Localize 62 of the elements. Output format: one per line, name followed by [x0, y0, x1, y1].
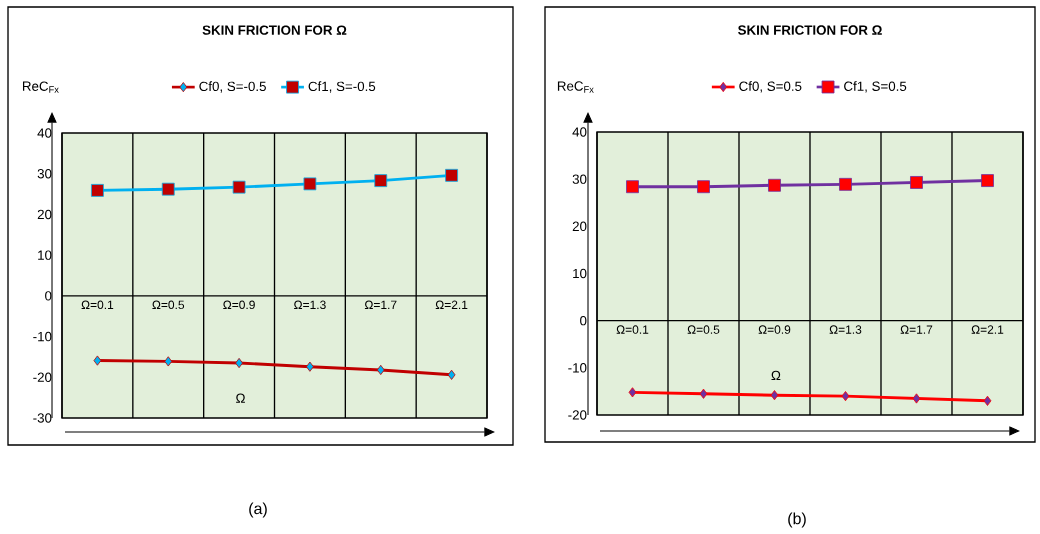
point: [839, 177, 852, 191]
x-axis-title: Ω: [236, 393, 245, 403]
point: [445, 168, 458, 182]
point: [232, 180, 246, 194]
x-tick-label: Ω=0.1: [81, 300, 114, 310]
point: [697, 180, 710, 194]
y-tick-label: 40: [572, 127, 587, 137]
x-tick-label: Ω=0.5: [152, 300, 185, 310]
y-tick-label: 10: [38, 250, 52, 260]
point: [628, 387, 637, 398]
y-axis-title: ReC$_{Fx}$: [557, 81, 594, 93]
point: [306, 361, 314, 372]
x-tick-label: Ω=1.3: [829, 325, 862, 334]
y-tick-label: 0: [580, 315, 587, 326]
point: [376, 364, 385, 376]
legend-label: Cf0, S=0.5: [739, 81, 802, 93]
point: [93, 355, 102, 366]
y-tick-label: 20: [37, 209, 52, 220]
point: [910, 176, 923, 189]
legend-label: Cf1, S=0.5: [844, 81, 907, 93]
y-tick-label: -20: [33, 372, 52, 382]
x-tick-label: Ω=0.1: [616, 325, 649, 334]
point: [981, 174, 994, 187]
point: [303, 177, 317, 191]
x-tick-label: Ω=0.9: [223, 300, 255, 310]
point: [768, 178, 781, 192]
point: [841, 391, 850, 402]
point: [912, 393, 921, 404]
x-tick-label: Ω=0.9: [758, 325, 791, 334]
x-tick-label: Ω=1.7: [364, 300, 397, 309]
point: [374, 174, 388, 188]
y-tick-label: 0: [45, 291, 52, 301]
x-tick-label: Ω=1.7: [900, 325, 933, 334]
point: [983, 395, 992, 406]
y-tick-label: -10: [33, 331, 52, 342]
x-tick-label: Ω=0.5: [687, 325, 720, 334]
point: [699, 388, 708, 399]
x-tick-label: Ω=1.3: [294, 300, 326, 310]
point: [164, 356, 173, 367]
point: [447, 369, 456, 380]
chart-title: SKIN FRICTION FOR Ω: [202, 25, 347, 35]
x-tick-label: Ω=2.1: [971, 325, 1004, 334]
y-tick-label: 30: [572, 174, 587, 184]
y-tick-label: -20: [568, 410, 587, 420]
y-tick-label: -10: [568, 363, 587, 373]
point: [770, 390, 779, 401]
y-tick-label: -30: [33, 413, 52, 423]
legend-label: Cf0, S=-0.5: [199, 81, 266, 93]
legend-label: Cf1, S=-0.5: [308, 81, 376, 93]
y-tick-label: 40: [37, 128, 52, 138]
point: [161, 182, 175, 196]
point: [626, 180, 639, 194]
point: [91, 184, 104, 197]
y-tick-label: 10: [573, 268, 587, 279]
text: (b): [788, 512, 806, 528]
y-tick-label: 30: [37, 169, 52, 179]
text: (a): [249, 502, 267, 518]
x-axis-title: Ω: [771, 370, 781, 381]
y-tick-label: 20: [572, 221, 587, 232]
x-tick-label: Ω=2.1: [435, 300, 468, 309]
chart-title: SKIN FRICTION FOR Ω: [737, 25, 882, 35]
y-axis-title: ReC$_{Fx}$: [22, 81, 59, 93]
